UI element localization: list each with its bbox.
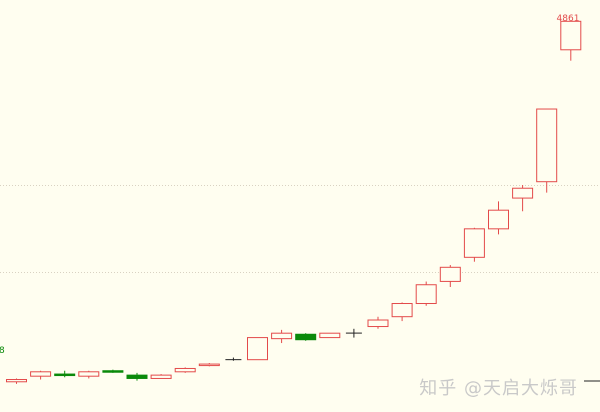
candle — [78, 370, 100, 379]
candle — [367, 316, 389, 329]
candle — [295, 333, 317, 341]
candle — [102, 369, 124, 373]
candle — [271, 329, 293, 344]
candle-body — [102, 370, 124, 373]
candle-body — [488, 209, 509, 230]
candle-body — [247, 337, 268, 361]
candle-body — [391, 303, 413, 318]
candle — [30, 370, 52, 380]
candle-body — [560, 20, 582, 51]
candle-body — [536, 108, 558, 183]
candle — [319, 332, 341, 339]
candle — [54, 370, 76, 378]
candle — [560, 20, 582, 61]
grid-lines — [0, 185, 600, 273]
candle-body — [512, 187, 534, 199]
candle — [415, 281, 437, 306]
candle-body — [271, 332, 293, 340]
candle-body — [439, 266, 461, 282]
watermark-text: 知乎 @天启大烁哥 — [419, 378, 578, 399]
candle-body — [126, 374, 148, 379]
candle-body — [367, 319, 389, 328]
candle — [247, 337, 268, 361]
candle — [488, 201, 509, 235]
candles — [6, 20, 582, 384]
candle — [225, 357, 242, 361]
candle-body — [225, 359, 242, 361]
candle-body — [30, 371, 52, 377]
candle — [126, 372, 148, 381]
candle-body — [345, 332, 362, 334]
candle — [439, 265, 461, 288]
candle — [345, 328, 362, 338]
candle — [174, 367, 196, 373]
candle-body — [174, 367, 196, 373]
candle-body — [463, 228, 485, 258]
candle-body — [150, 374, 172, 379]
candle-body — [295, 333, 317, 341]
high-value-label: 4861 — [557, 14, 580, 24]
candle-body — [6, 379, 27, 383]
candle-body — [78, 371, 100, 377]
candle-body — [198, 363, 220, 367]
candle — [536, 108, 558, 193]
candle — [391, 302, 413, 322]
candle — [6, 378, 27, 384]
candle-body — [54, 373, 76, 377]
candle — [198, 363, 220, 367]
candle — [512, 185, 534, 212]
candle-body — [319, 332, 341, 339]
candle — [150, 374, 172, 379]
low-value-label: 8 — [0, 346, 5, 356]
candle — [463, 227, 485, 262]
candle-body — [415, 284, 437, 305]
